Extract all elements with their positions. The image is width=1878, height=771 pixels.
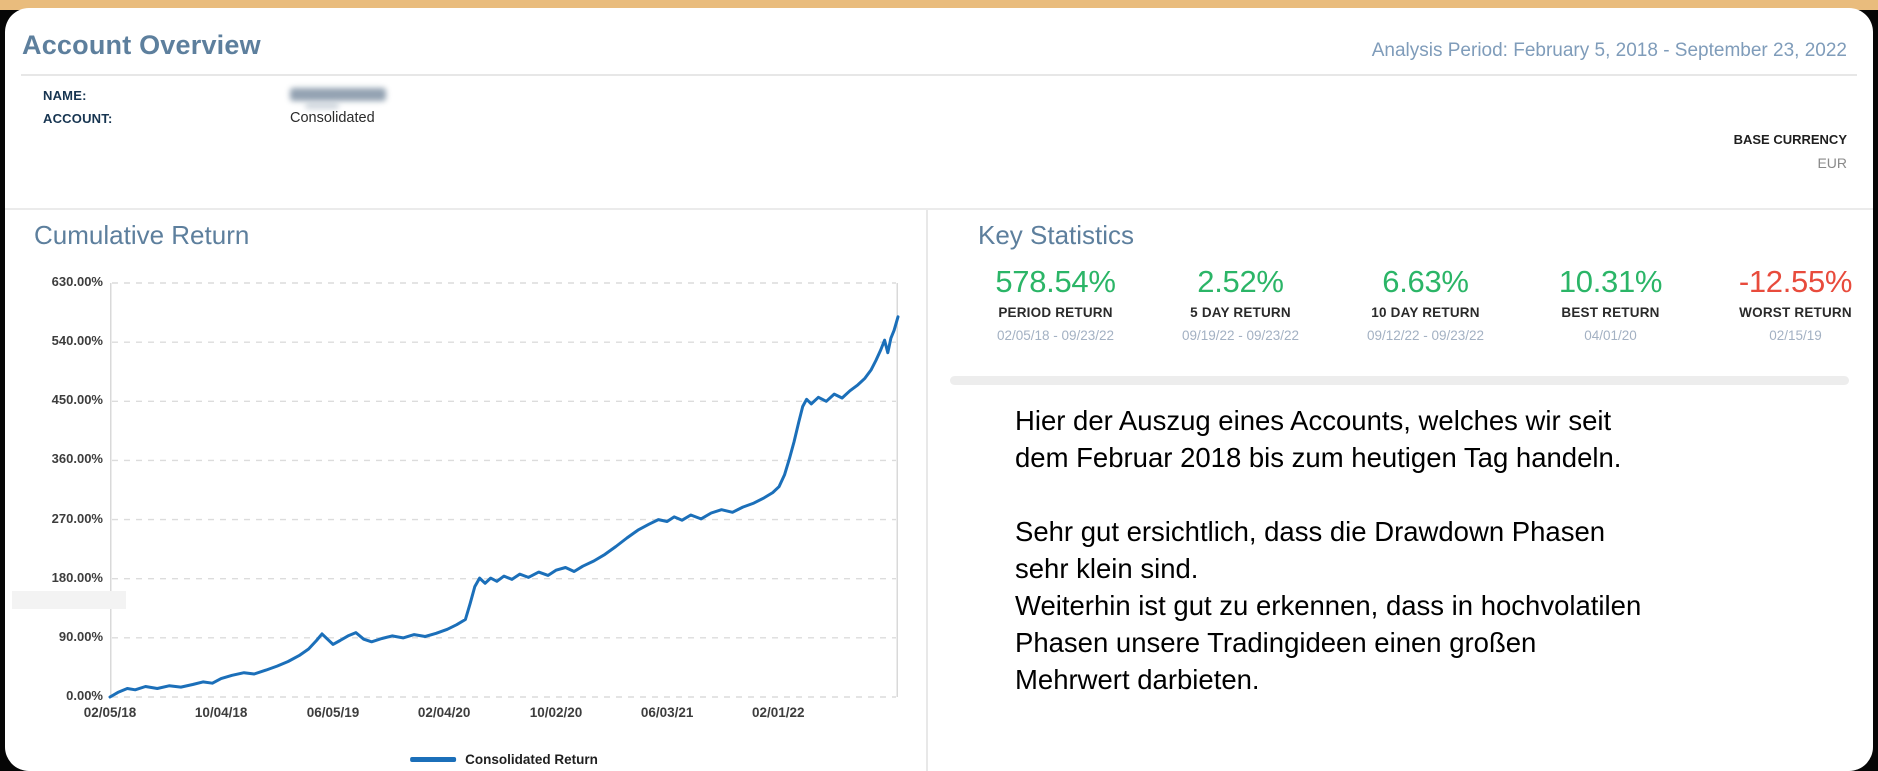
report-card: Account Overview Analysis Period: Februa… [5,8,1873,771]
x-tick-label: 02/04/20 [417,705,471,720]
account-value: Consolidated [290,110,375,126]
x-tick-label: 02/01/22 [751,705,805,720]
x-tick-label: 10/02/20 [529,705,583,720]
y-tick-label: 450.00% [51,392,103,408]
stat-label: 5 DAY RETURN [1190,305,1291,320]
x-tick-label: 06/03/21 [640,705,694,720]
window-top-strip [0,0,1878,10]
x-tick-label: 10/04/18 [194,705,248,720]
watermark-box [12,591,126,609]
key-statistics-title: Key Statistics [978,220,1135,250]
y-axis-labels: 630.00% 540.00% 450.00% 360.00% 270.00% 180.0… [11,274,103,703]
analysis-period-text: Analysis Period: February 5, 2018 - Sept… [1371,40,1847,61]
consolidated-return-line [108,315,900,699]
y-tick-label: 180.00% [51,569,103,585]
y-tick-label: 90.00% [58,628,103,644]
stat-date: 09/12/22 - 09/23/22 [1366,328,1485,343]
stat-value: 10.31% [1558,264,1663,299]
x-axis-labels: 02/05/18 10/04/18 06/05/19 02/04/20 10/02/20… [84,705,898,725]
base-currency-label: BASE CURRENCY [1733,132,1847,147]
y-tick-label: 540.00% [51,333,103,349]
stat-label: BEST RETURN [1561,305,1660,320]
stat-label: 10 DAY RETURN [1371,305,1480,320]
y-tick-label: 630.00% [51,274,103,289]
stat-column: 578.54% PERIOD RETURN 02/05/18 - 09/23/22 [963,264,1148,343]
stat-value: -12.55% [1738,264,1853,299]
stat-value: 6.63% [1382,264,1469,299]
name-label: NAME: [43,88,87,103]
panel-divider [926,210,928,771]
stats-bottom-divider [950,376,1849,385]
stat-column: -12.55% WORST RETURN 02/15/19 [1703,264,1873,343]
stat-date: 04/01/20 [1584,328,1637,343]
stat-label: PERIOD RETURN [998,305,1113,320]
legend-line-swatch [410,757,457,762]
cumulative-return-chart [108,282,900,699]
stat-column: 10.31% BEST RETURN 04/01/20 [1518,264,1703,343]
y-tick-label: 0.00% [66,688,103,703]
header-divider [21,74,1857,76]
stat-label: WORST RETURN [1739,305,1852,320]
account-label: ACCOUNT: [43,111,113,126]
chart-gridlines [112,282,896,698]
stat-value: 2.52% [1197,264,1284,299]
section-divider [5,208,1873,210]
y-tick-label: 360.00% [51,451,103,467]
commentary-text: Hier der Auszug eines Accounts, welches … [1015,405,1642,695]
x-tick-label: 06/05/19 [306,705,360,720]
x-tick-label: 02/05/18 [83,705,137,720]
cumulative-return-title: Cumulative Return [34,220,250,250]
stat-value: 578.54% [995,264,1116,299]
page-title: Account Overview [22,30,261,60]
chart-legend: Consolidated Return [410,752,598,767]
account-name-redacted-line2 [305,103,339,109]
chart-canvas [108,282,900,699]
stat-date: 02/15/19 [1769,328,1822,343]
stat-column: 6.63% 10 DAY RETURN 09/12/22 - 09/23/22 [1333,264,1518,343]
base-currency-value: EUR [1817,155,1847,171]
legend-label: Consolidated Return [465,752,598,767]
stat-column: 2.52% 5 DAY RETURN 09/19/22 - 09/23/22 [1148,264,1333,343]
stat-date: 02/05/18 - 09/23/22 [996,328,1115,343]
stat-date: 09/19/22 - 09/23/22 [1181,328,1300,343]
account-name-redacted [290,88,386,101]
y-tick-label: 270.00% [51,510,103,526]
stats-row: 578.54% PERIOD RETURN 02/05/18 - 09/23/22 2… [963,264,1873,343]
